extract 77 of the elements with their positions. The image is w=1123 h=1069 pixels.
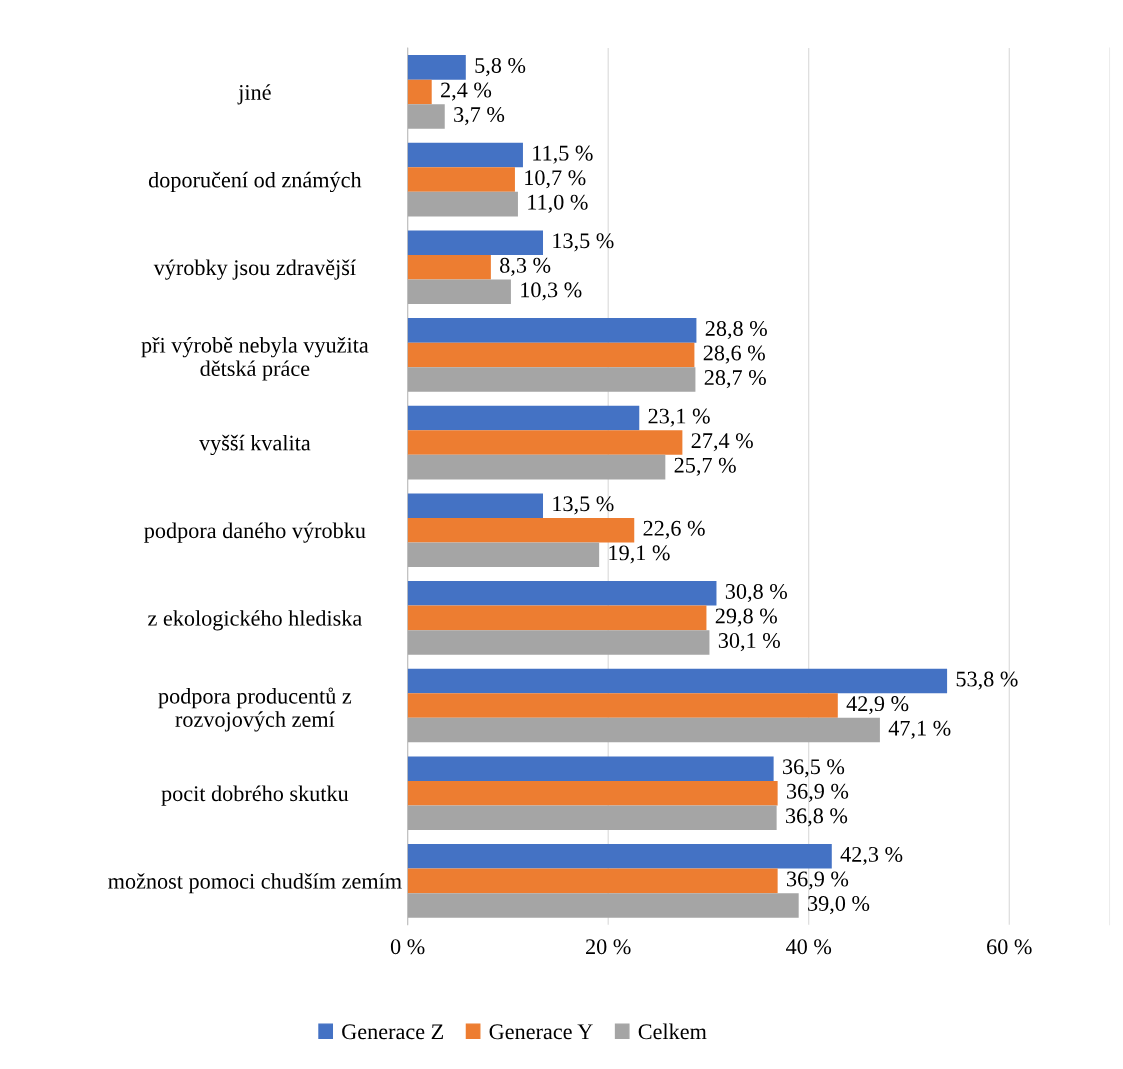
data-label: 10,7 % [525,170,586,189]
bar [407,430,683,455]
bar [407,893,799,918]
bar [407,104,445,129]
data-label: 42,3 % [840,846,903,866]
bar [407,581,717,606]
data-label: 23,1 % [648,408,710,427]
data-label: 53,8 % [956,671,1018,690]
bar [407,805,777,831]
bar [407,542,600,568]
y-tick-label: pocit dobrého skutku [161,785,349,806]
data-label: 19,1 % [609,545,670,564]
bar [407,493,544,518]
data-label: 36,9 % [787,871,849,890]
bar [407,454,666,480]
bar [407,230,544,255]
bar [407,868,778,894]
y-tick-label: doporučení od známých [148,171,362,193]
data-label: 28,8 % [705,320,767,340]
data-label: 28,7 % [704,370,766,389]
data-label: 25,7 % [674,457,736,476]
bar [407,318,697,343]
x-tick-label: 0 % [390,939,425,955]
y-tick-label: při výrobě nebyla využita dětská práce [141,337,369,381]
bar [407,254,491,280]
y-tick-label: podpora producentů z rozvojových zemí [158,687,352,732]
bar [407,167,515,192]
bar [407,756,774,781]
y-tick-label: podpora daného výrobku [144,522,366,543]
data-label: 11,5 % [533,145,593,164]
bar [407,79,432,105]
data-label: 36,9 % [787,783,849,802]
bar [407,367,696,392]
bar [407,342,695,368]
data-label: 3,7 % [454,107,505,126]
bar [407,142,523,168]
data-label: 39,0 % [808,895,870,915]
bar [407,630,710,655]
legend-label: Generace Y [489,1024,593,1040]
legend-label: Celkem [638,1023,707,1040]
data-label: 8,3 % [500,257,551,277]
bar [407,405,640,431]
bar [407,605,707,631]
data-label: 36,8 % [786,808,848,827]
data-label: 11,0 % [528,194,588,213]
data-label: 28,6 % [703,345,765,364]
data-label: 2,4 % [441,82,492,101]
y-tick-label: z ekologického hlediska [148,610,362,631]
data-label: 10,3 % [521,282,582,301]
bar [407,780,778,806]
bar [407,191,518,217]
bar [407,55,466,80]
x-tick-label: 40 % [786,939,832,955]
data-label: 29,8 % [715,608,777,627]
data-label: 13,5 % [553,233,614,252]
x-tick-label: 60 % [987,939,1032,955]
data-label: 22,6 % [643,520,705,539]
y-tick-label: vyšší kvalita [199,434,311,456]
bar [407,693,838,718]
y-tick-label: možnost pomoci chudším zemím [108,873,402,894]
legend-label: Generace Z [342,1024,443,1040]
data-label: 13,5 % [553,496,614,515]
bar [407,517,635,543]
data-label: 30,8 % [725,583,788,603]
y-tick-label: výrobky jsou zdravější [153,259,356,280]
data-label: 5,8 % [475,57,526,77]
bar [407,668,948,694]
data-label: 36,5 % [783,759,845,778]
data-label: 47,1 % [888,720,951,739]
bar [407,844,832,869]
data-label: 27,4 % [691,433,753,452]
bar [407,279,511,305]
x-tick-label: 20 % [586,939,631,955]
y-tick-label: jiné [237,84,271,105]
data-label: 30,1 % [718,632,780,652]
bar [407,717,880,743]
data-label: 42,9 % [846,696,909,715]
